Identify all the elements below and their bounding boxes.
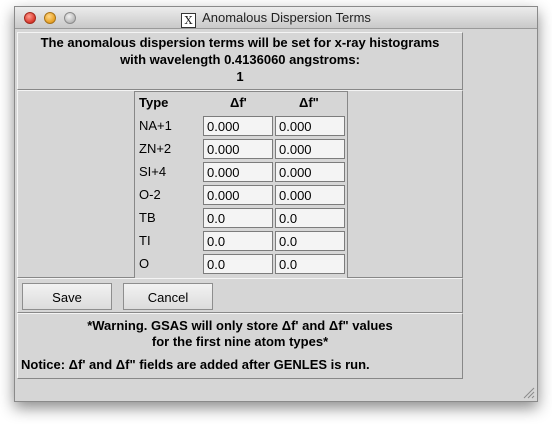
atom-type-label: O-2 <box>139 187 161 202</box>
atom-type-label: O <box>139 256 150 271</box>
col-header-type: Type <box>139 95 169 110</box>
delta-f-prime-input[interactable] <box>203 185 273 205</box>
x11-app-icon: X <box>181 13 197 28</box>
delta-f-prime-input[interactable] <box>203 254 273 274</box>
table-row: NA+1 <box>135 115 347 138</box>
delta-f-double-prime-input[interactable] <box>275 116 345 136</box>
delta-f-double-prime-input[interactable] <box>275 208 345 228</box>
resize-grip-icon[interactable] <box>523 387 535 399</box>
table-row: TI <box>135 230 347 253</box>
table-row: SI+4 <box>135 161 347 184</box>
header-panel: The anomalous dispersion terms will be s… <box>17 32 463 90</box>
col-header-delta-f-prime: Δf' <box>230 95 247 110</box>
atom-type-label: SI+4 <box>139 164 167 179</box>
window-title: Anomalous Dispersion Terms <box>202 10 371 25</box>
notes-panel: *Warning. GSAS will only store Δf' and Δ… <box>17 313 463 379</box>
atom-type-label: TI <box>139 233 151 248</box>
save-button[interactable]: Save <box>22 283 112 310</box>
table-header-row: Type Δf' Δf" <box>135 92 347 115</box>
delta-f-double-prime-input[interactable] <box>275 162 345 182</box>
delta-f-prime-input[interactable] <box>203 208 273 228</box>
button-bar: Save Cancel <box>17 278 463 313</box>
header-line-3: 1 <box>236 69 244 84</box>
atom-type-label: ZN+2 <box>139 141 172 156</box>
delta-f-prime-input[interactable] <box>203 139 273 159</box>
delta-f-double-prime-input[interactable] <box>275 185 345 205</box>
col-header-delta-f-double-prime: Δf" <box>299 95 319 110</box>
delta-f-prime-input[interactable] <box>203 162 273 182</box>
table-row: O <box>135 253 347 276</box>
header-line-1: The anomalous dispersion terms will be s… <box>40 35 440 50</box>
notice-text: Notice: Δf' and Δf" fields are added aft… <box>21 357 370 372</box>
dispersion-table: Type Δf' Δf" NA+1 ZN+2 SI+4 O-2 <box>134 91 348 279</box>
delta-f-double-prime-input[interactable] <box>275 139 345 159</box>
atom-type-label: TB <box>139 210 156 225</box>
cancel-button[interactable]: Cancel <box>123 283 213 310</box>
warning-line-1: *Warning. GSAS will only store Δf' and Δ… <box>87 318 393 333</box>
warning-line-2: for the first nine atom types* <box>151 334 329 349</box>
delta-f-double-prime-input[interactable] <box>275 231 345 251</box>
table-container: Type Δf' Δf" NA+1 ZN+2 SI+4 O-2 <box>17 90 463 279</box>
delta-f-double-prime-input[interactable] <box>275 254 345 274</box>
window-title-wrap: X Anomalous Dispersion Terms <box>15 10 537 28</box>
dialog-window: X Anomalous Dispersion Terms The anomalou… <box>14 6 538 402</box>
header-line-2: with wavelength 0.4136060 angstroms: <box>120 52 360 67</box>
delta-f-prime-input[interactable] <box>203 116 273 136</box>
minimize-icon[interactable] <box>44 12 56 24</box>
delta-f-prime-input[interactable] <box>203 231 273 251</box>
table-row: O-2 <box>135 184 347 207</box>
close-icon[interactable] <box>24 12 36 24</box>
zoom-icon[interactable] <box>64 12 76 24</box>
table-row: TB <box>135 207 347 230</box>
table-row: ZN+2 <box>135 138 347 161</box>
title-bar[interactable]: X Anomalous Dispersion Terms <box>15 7 537 29</box>
atom-type-label: NA+1 <box>139 118 172 133</box>
